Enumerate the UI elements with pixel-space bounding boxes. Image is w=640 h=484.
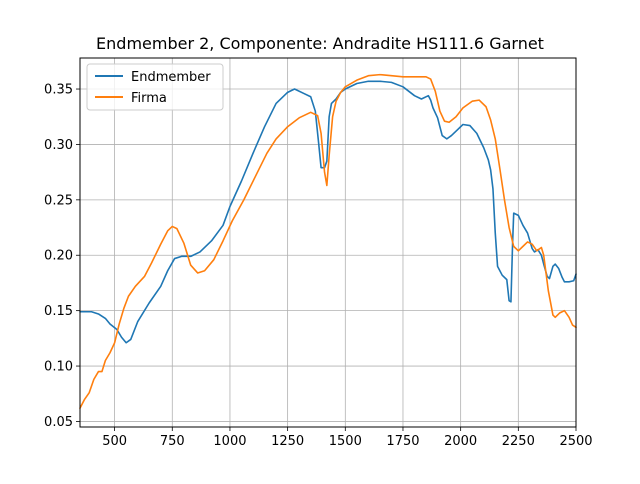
- plot-frame: [79, 57, 577, 428]
- y-tick-label: 0.20: [44, 249, 73, 264]
- x-tick-label: 1500: [329, 434, 362, 449]
- chart-title: Endmember 2, Componente: Andradite HS111…: [96, 34, 544, 53]
- y-tick-label: 0.10: [44, 360, 73, 375]
- x-tick-label: 2000: [444, 434, 477, 449]
- x-axis: 500 750 1000 1250 1500 1750 2000 2250 2500: [102, 427, 593, 449]
- x-tick-label: 1750: [386, 434, 419, 449]
- y-axis: 0.05 0.10 0.15 0.20 0.25 0.30 0.35: [44, 83, 80, 430]
- y-tick-label: 0.35: [44, 83, 73, 98]
- y-tick-label: 0.15: [44, 304, 73, 319]
- x-tick-label: 1250: [271, 434, 304, 449]
- y-tick-label: 0.25: [44, 193, 73, 208]
- x-tick-label: 1000: [213, 434, 246, 449]
- y-tick-label: 0.30: [44, 138, 73, 153]
- legend: Endmember Firma: [86, 63, 224, 111]
- y-tick-label: 0.05: [44, 415, 73, 430]
- legend-label-firma: Firma: [131, 91, 167, 106]
- x-tick-label: 750: [160, 434, 185, 449]
- x-tick-label: 500: [102, 434, 127, 449]
- legend-label-endmember: Endmember: [131, 70, 211, 85]
- series-layer: [79, 73, 577, 409]
- x-tick-label: 2500: [559, 434, 592, 449]
- x-tick-label: 2250: [502, 434, 535, 449]
- series-line-endmember: [79, 80, 577, 344]
- series-line-firma: [79, 73, 577, 409]
